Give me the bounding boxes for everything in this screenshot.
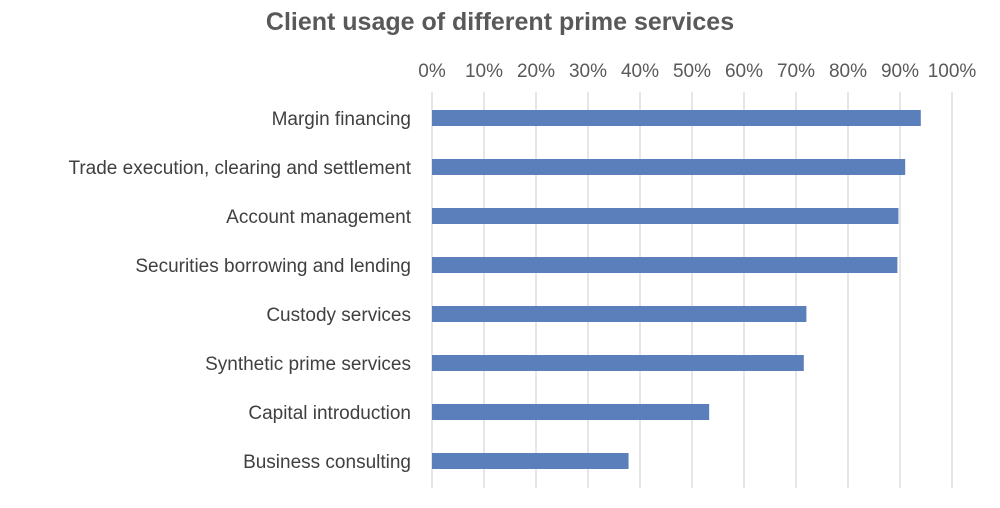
x-tick-label: 20%	[517, 61, 555, 82]
category-label: Capital introduction	[248, 403, 411, 424]
category-label: Account management	[226, 207, 412, 228]
x-tick-label: 60%	[725, 61, 763, 82]
bar	[432, 306, 807, 322]
x-tick-label: 10%	[465, 61, 503, 82]
bars	[432, 110, 921, 469]
category-label: Custody services	[266, 305, 411, 326]
category-label: Margin financing	[272, 109, 411, 130]
x-tick-label: 50%	[673, 61, 711, 82]
x-tick-label: 100%	[928, 61, 977, 82]
bar	[432, 159, 906, 175]
category-label: Trade execution, clearing and settlement	[68, 158, 411, 179]
bar	[432, 404, 710, 420]
x-tick-label: 70%	[777, 61, 815, 82]
category-label: Synthetic prime services	[205, 354, 411, 375]
grid-lines	[431, 92, 953, 488]
category-label: Business consulting	[243, 452, 411, 473]
bar	[432, 110, 921, 126]
x-axis-tick-labels: 0% 10% 20% 30% 40% 50% 60% 70% 80% 90% 100%	[418, 61, 976, 82]
bar	[432, 257, 898, 273]
x-tick-label: 90%	[881, 61, 919, 82]
chart-title: Client usage of different prime services	[265, 8, 735, 36]
x-tick-label: 30%	[569, 61, 607, 82]
category-labels: Margin financing Trade execution, clearin…	[68, 109, 411, 473]
bar	[432, 355, 804, 371]
bar	[432, 208, 899, 224]
x-tick-label: 80%	[829, 61, 867, 82]
bar	[432, 453, 629, 469]
x-tick-label: 0%	[418, 61, 446, 82]
x-tick-label: 40%	[621, 61, 659, 82]
category-label: Securities borrowing and lending	[135, 256, 411, 277]
